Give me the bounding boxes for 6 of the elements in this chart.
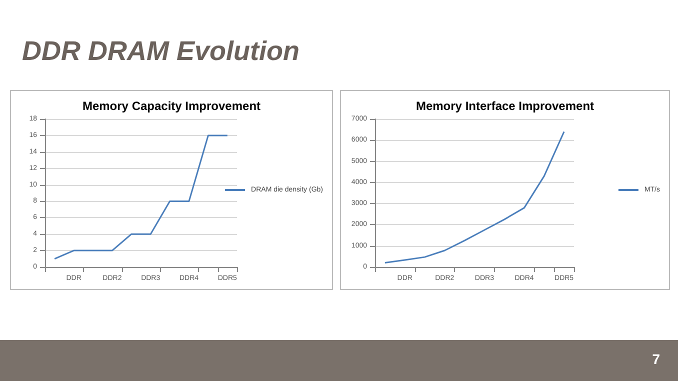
chart-title: Memory Capacity Improvement xyxy=(82,99,261,113)
line-series xyxy=(384,130,565,264)
text: 7 xyxy=(652,351,660,367)
text: DDR DRAM Evolution xyxy=(22,36,300,67)
chart-title: Memory Interface Improvement xyxy=(416,99,594,113)
line-series xyxy=(54,134,228,260)
